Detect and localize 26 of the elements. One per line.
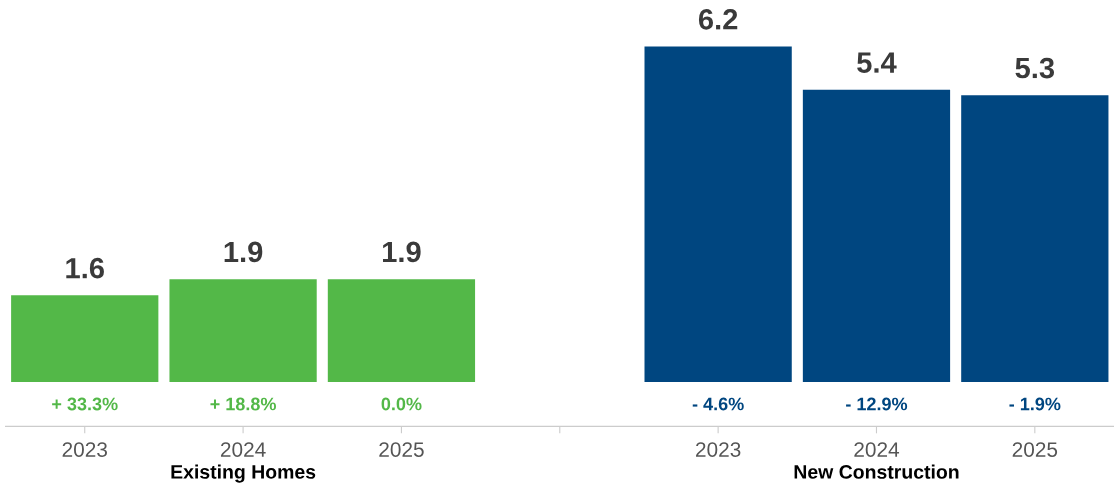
x-tick-label: 2024 (220, 442, 266, 457)
data-label: 5.4 (857, 52, 897, 73)
bar (802, 89, 951, 382)
text: - 1.9% (1009, 397, 1061, 411)
text: 0.0% (381, 397, 422, 411)
text: Existing Homes (171, 464, 316, 483)
bar (644, 46, 792, 382)
x-tick-label: 2023 (62, 442, 107, 457)
x-tick-label: 2023 (696, 442, 741, 457)
bar (961, 95, 1109, 382)
text: + 33.3% (52, 397, 118, 411)
data-label: 1.9 (383, 241, 421, 263)
x-tick-label: 2025 (1012, 442, 1058, 457)
x-tick-label: 2024 (854, 442, 900, 457)
data-label: 1.9 (224, 241, 263, 263)
data-label: 1.6 (66, 257, 104, 279)
bar (327, 279, 476, 382)
bar (169, 279, 317, 382)
data-label: 6.2 (698, 9, 738, 30)
text: New Construction (794, 464, 959, 479)
x-tick-label: 2025 (379, 442, 424, 457)
text: - 12.9% (846, 397, 908, 411)
text: - 4.6% (692, 397, 744, 411)
bar (11, 295, 159, 382)
data-label: 5.3 (1015, 57, 1055, 79)
text: + 18.8% (210, 397, 276, 411)
